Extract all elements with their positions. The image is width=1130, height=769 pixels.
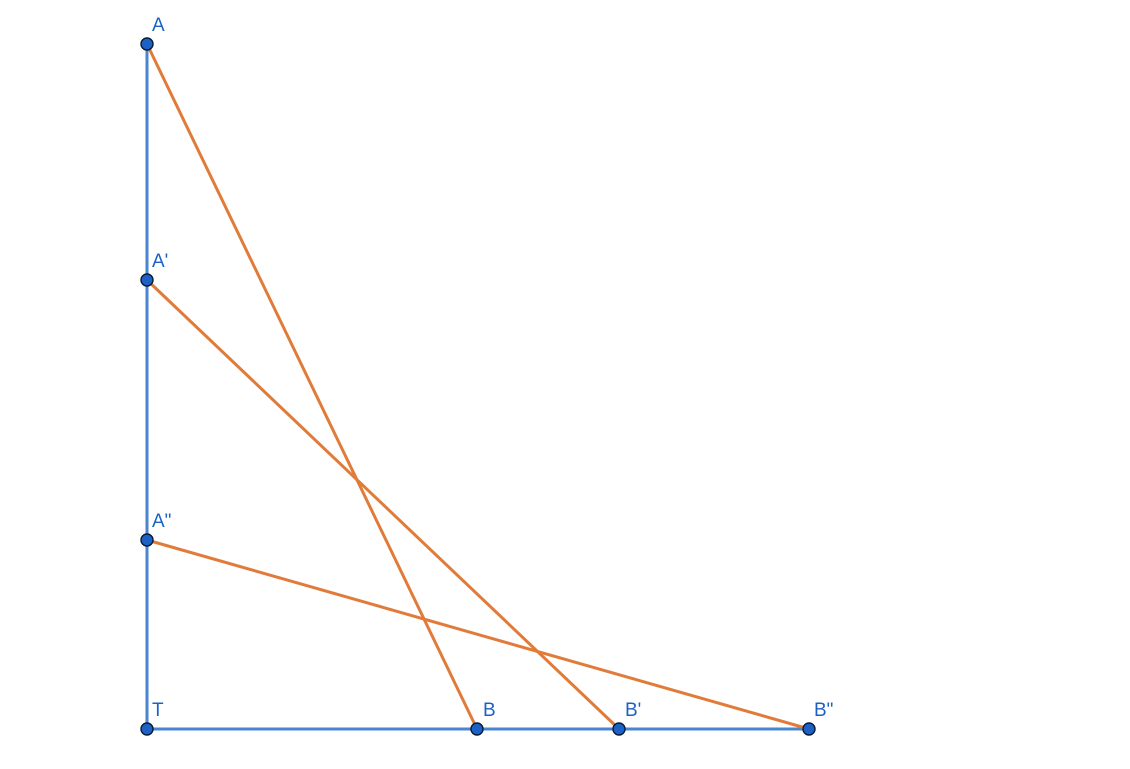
point-B[interactable] bbox=[470, 722, 484, 736]
point-B2[interactable] bbox=[802, 722, 816, 736]
label-A2: A" bbox=[152, 511, 171, 532]
label-T: T bbox=[152, 700, 164, 721]
label-A1: A' bbox=[152, 251, 168, 272]
segment-A-B bbox=[145, 42, 479, 731]
segment-A1-B1 bbox=[145, 278, 621, 731]
segment-A2-B2 bbox=[145, 538, 811, 731]
label-B1: B' bbox=[625, 700, 641, 721]
point-T[interactable] bbox=[140, 722, 154, 736]
label-B: B bbox=[483, 700, 496, 721]
point-A1[interactable] bbox=[140, 273, 154, 287]
point-B1[interactable] bbox=[612, 722, 626, 736]
point-A2[interactable] bbox=[140, 533, 154, 547]
label-B2: B" bbox=[814, 700, 833, 721]
point-A[interactable] bbox=[140, 37, 154, 51]
label-A: A bbox=[152, 15, 165, 36]
